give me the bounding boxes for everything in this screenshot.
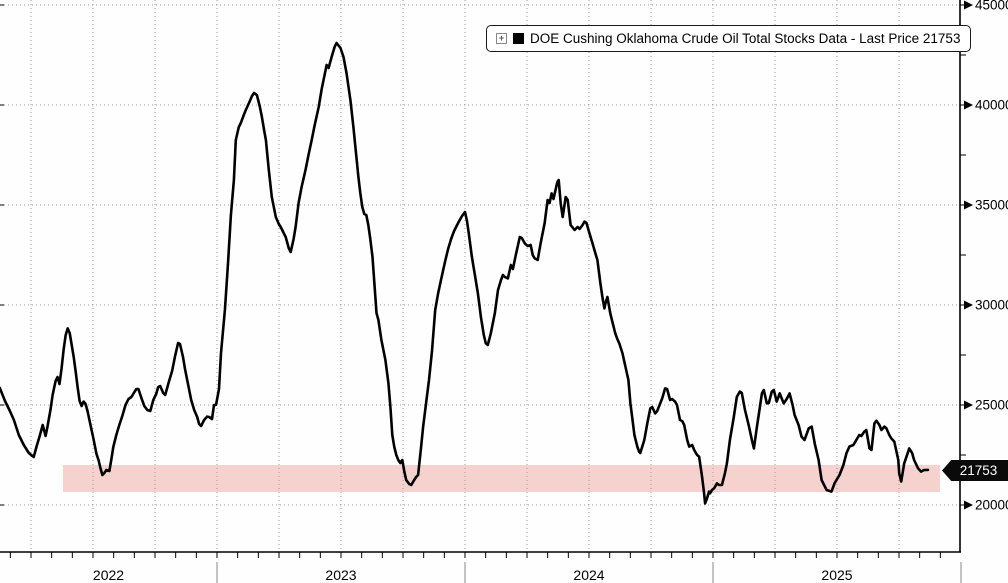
- x-axis-year-labels: 2022 2023 2024 2025: [93, 562, 962, 583]
- y-tick-label: 30000: [975, 298, 1008, 313]
- legend-checkbox-icon[interactable]: +: [496, 33, 507, 44]
- y-axis-labels: 20000 25000 30000 35000 40000 45000: [960, 0, 1008, 513]
- y-tick-label: 25000: [975, 398, 1008, 413]
- year-label: 2024: [573, 567, 604, 583]
- tick-arrow-icon: [964, 500, 973, 510]
- legend[interactable]: + DOE Cushing Oklahoma Crude Oil Total S…: [486, 25, 972, 52]
- year-label: 2023: [325, 567, 356, 583]
- tick-arrow-icon: [964, 200, 973, 210]
- series-line: [0, 41, 930, 505]
- last-price-value: 21753: [959, 463, 998, 478]
- y-tick-label: 45000: [975, 0, 1008, 13]
- tick-arrow-icon: [964, 400, 973, 410]
- legend-label: DOE Cushing Oklahoma Crude Oil Total Sto…: [530, 31, 961, 46]
- year-label: 2022: [93, 567, 124, 583]
- gridlines: [0, 0, 960, 552]
- last-price-tag: 21753: [942, 460, 1008, 481]
- y-tick-label: 20000: [975, 498, 1008, 513]
- legend-series-swatch-icon: [513, 33, 524, 44]
- highlight-band: [62, 465, 940, 492]
- y-tick-label: 40000: [975, 98, 1008, 113]
- year-label: 2025: [821, 567, 852, 583]
- tick-arrow-icon: [964, 300, 973, 310]
- tick-arrow-icon: [964, 100, 973, 110]
- tick-arrow-icon: [964, 0, 973, 10]
- y-tick-label: 35000: [975, 198, 1008, 213]
